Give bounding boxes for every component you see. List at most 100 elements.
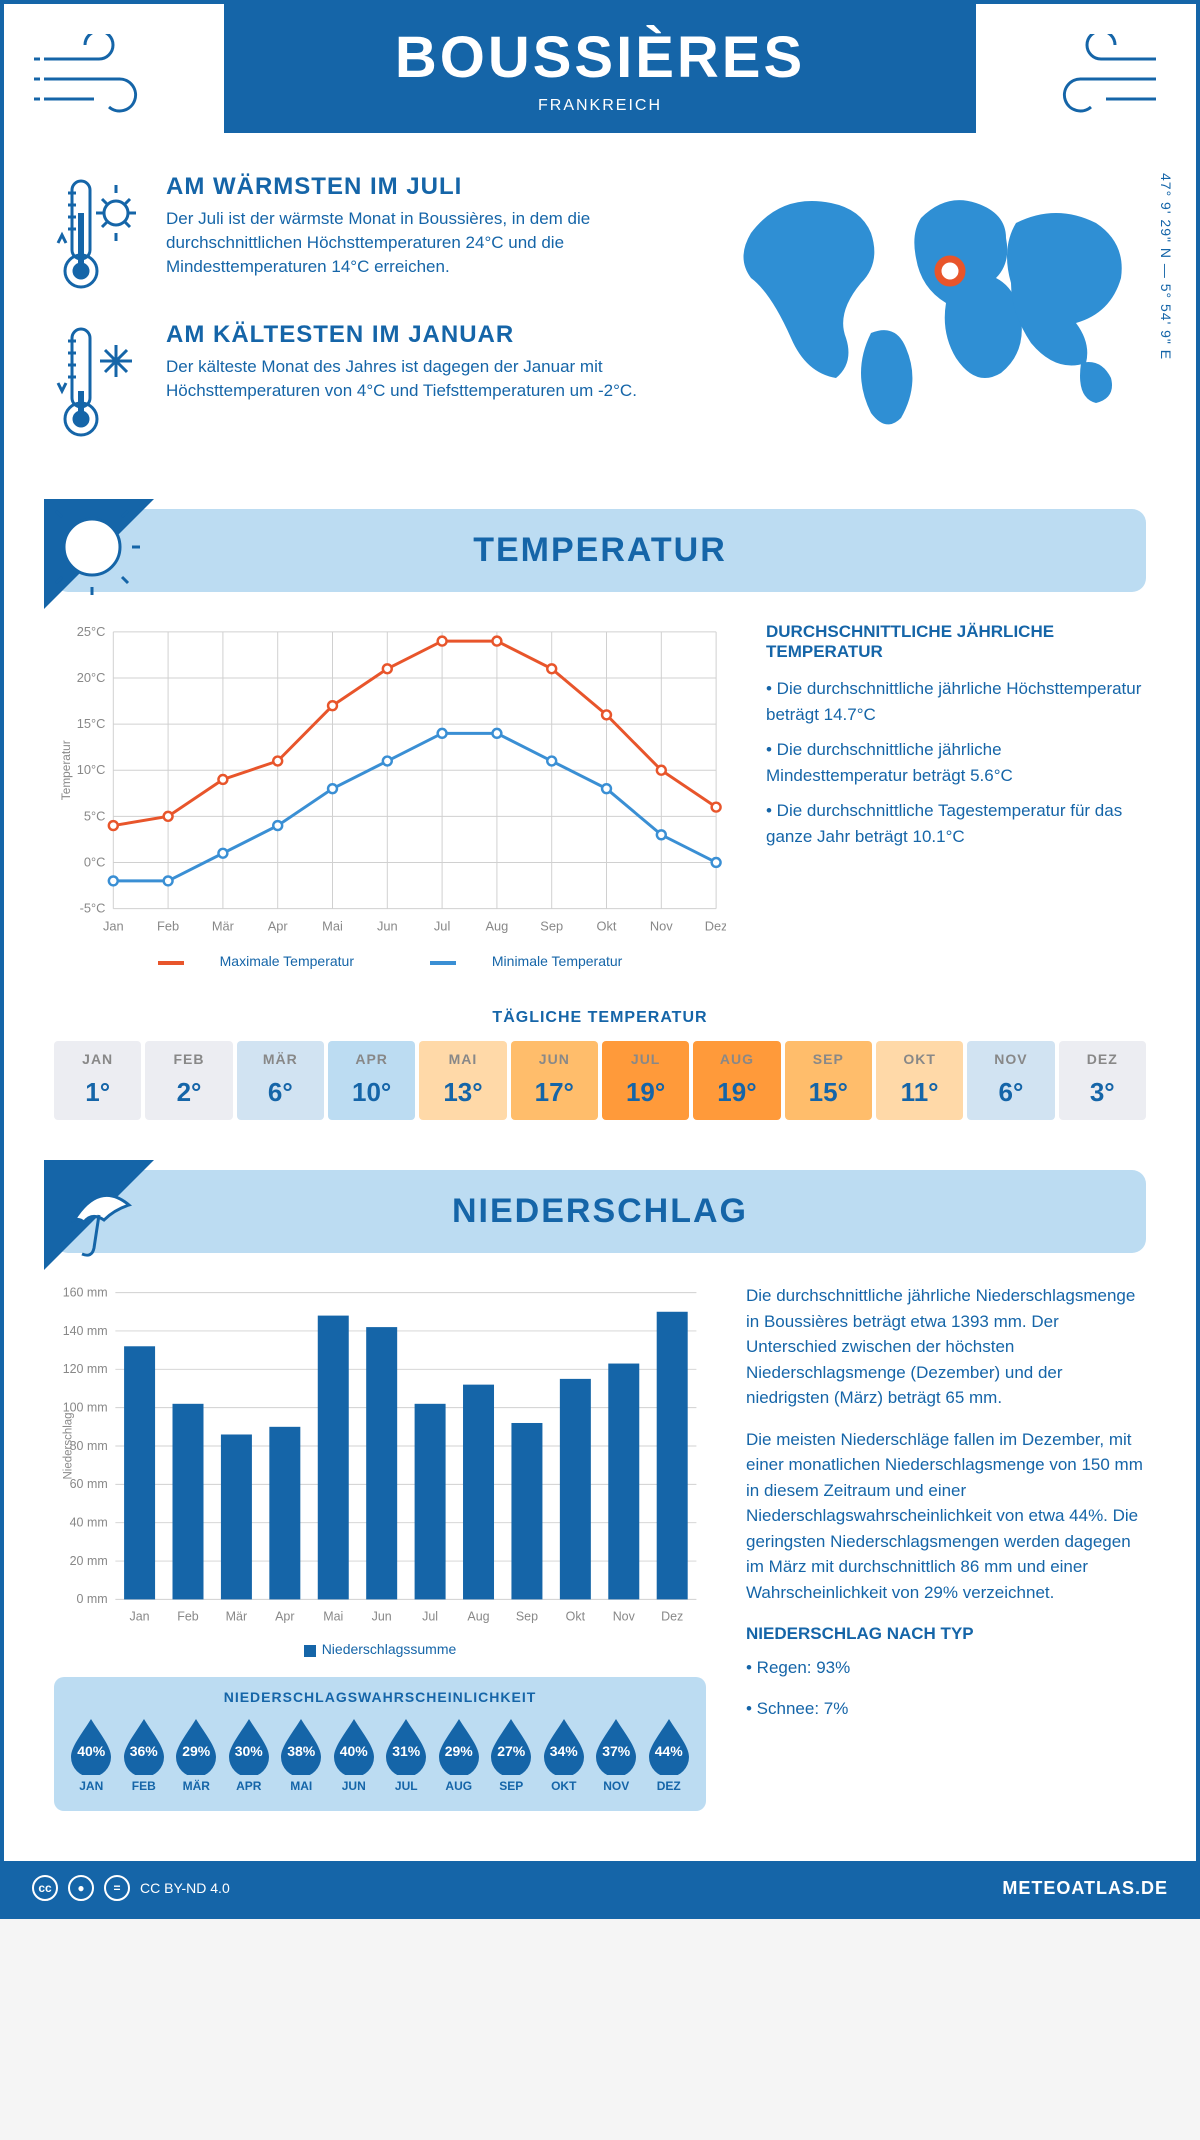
svg-text:Feb: Feb <box>157 918 179 933</box>
svg-text:Nov: Nov <box>613 1610 636 1624</box>
temp-bullet: • Die durchschnittliche jährliche Höchst… <box>766 676 1146 727</box>
svg-text:Feb: Feb <box>177 1610 199 1624</box>
svg-text:Mai: Mai <box>323 1610 343 1624</box>
daily-temp-title: TÄGLICHE TEMPERATUR <box>4 1009 1196 1027</box>
prob-value: 40% <box>332 1743 376 1759</box>
svg-text:Apr: Apr <box>275 1610 294 1624</box>
section-title: TEMPERATUR <box>54 531 1146 570</box>
daily-cell: SEP 15° <box>785 1041 872 1120</box>
prob-value: 34% <box>542 1743 586 1759</box>
prob-drop: 36% FEB <box>121 1717 168 1793</box>
svg-text:100 mm: 100 mm <box>63 1401 108 1415</box>
precip-para: Die durchschnittliche jährliche Niedersc… <box>746 1283 1146 1411</box>
prob-value: 40% <box>69 1743 113 1759</box>
precip-para: Die meisten Niederschläge fallen im Deze… <box>746 1427 1146 1606</box>
svg-text:10°C: 10°C <box>77 762 106 777</box>
svg-text:140 mm: 140 mm <box>63 1324 108 1338</box>
daily-cell: OKT 11° <box>876 1041 963 1120</box>
daily-cell: AUG 19° <box>693 1041 780 1120</box>
prob-month: AUG <box>436 1779 483 1793</box>
prob-drop: 30% APR <box>226 1717 273 1793</box>
fact-cold-text: Der kälteste Monat des Jahres ist dagege… <box>166 355 696 403</box>
precip-type: • Schnee: 7% <box>746 1696 1146 1722</box>
header-banner: BOUSSIÈRES FRANKREICH <box>224 4 976 133</box>
svg-text:Jul: Jul <box>422 1610 438 1624</box>
prob-month: SEP <box>488 1779 535 1793</box>
fact-cold: AM KÄLTESTEN IM JANUAR Der kälteste Mona… <box>54 321 696 441</box>
prob-month: JUL <box>383 1779 430 1793</box>
temp-bullet: • Die durchschnittliche jährliche Mindes… <box>766 737 1146 788</box>
svg-text:Nov: Nov <box>650 918 673 933</box>
svg-text:Jul: Jul <box>434 918 450 933</box>
svg-text:Aug: Aug <box>485 918 508 933</box>
prob-value: 44% <box>647 1743 691 1759</box>
daily-value: 2° <box>145 1077 232 1108</box>
cc-nd-icon: = <box>104 1875 130 1901</box>
temp-bullet: • Die durchschnittliche Tagestemperatur … <box>766 798 1146 849</box>
legend-min: Minimale Temperatur <box>492 953 622 969</box>
svg-text:160 mm: 160 mm <box>63 1286 108 1300</box>
prob-value: 31% <box>384 1743 428 1759</box>
prob-month: NOV <box>593 1779 640 1793</box>
svg-text:120 mm: 120 mm <box>63 1362 108 1376</box>
prob-drop: 29% AUG <box>436 1717 483 1793</box>
svg-text:Aug: Aug <box>467 1610 489 1624</box>
daily-cell: JUL 19° <box>602 1041 689 1120</box>
section-header-temperature: TEMPERATUR <box>54 509 1146 592</box>
daily-value: 1° <box>54 1077 141 1108</box>
sun-icon <box>44 499 154 609</box>
daily-value: 15° <box>785 1077 872 1108</box>
svg-text:Temperatur: Temperatur <box>59 740 73 800</box>
daily-month: NOV <box>967 1051 1054 1067</box>
footer: cc ● = CC BY-ND 4.0 METEOATLAS.DE <box>4 1861 1196 1915</box>
daily-cell: FEB 2° <box>145 1041 232 1120</box>
location-country: FRANKREICH <box>224 97 976 115</box>
umbrella-icon <box>44 1160 154 1270</box>
daily-month: JUN <box>511 1051 598 1067</box>
svg-text:Mär: Mär <box>212 918 235 933</box>
fact-warm-text: Der Juli ist der wärmste Monat in Boussi… <box>166 207 696 278</box>
svg-text:Dez: Dez <box>661 1610 683 1624</box>
prob-value: 37% <box>594 1743 638 1759</box>
svg-text:5°C: 5°C <box>84 808 106 823</box>
svg-text:Okt: Okt <box>597 918 617 933</box>
fact-warm: AM WÄRMSTEN IM JULI Der Juli ist der wär… <box>54 173 696 293</box>
prob-drop: 40% JAN <box>68 1717 115 1793</box>
temperature-line-chart: -5°C0°C5°C10°C15°C20°C25°CJanFebMärAprMa… <box>54 622 726 969</box>
svg-text:20 mm: 20 mm <box>70 1554 108 1568</box>
wind-icon <box>1036 34 1166 124</box>
daily-cell: MAI 13° <box>419 1041 506 1120</box>
daily-cell: NOV 6° <box>967 1041 1054 1120</box>
daily-month: AUG <box>693 1051 780 1067</box>
infographic-page: BOUSSIÈRES FRANKREICH <box>0 0 1200 1919</box>
daily-month: DEZ <box>1059 1051 1146 1067</box>
prob-drop: 44% DEZ <box>646 1717 693 1793</box>
daily-month: JUL <box>602 1051 689 1067</box>
svg-text:60 mm: 60 mm <box>70 1477 108 1491</box>
svg-text:Dez: Dez <box>705 918 726 933</box>
daily-cell: MÄR 6° <box>237 1041 324 1120</box>
svg-text:80 mm: 80 mm <box>70 1439 108 1453</box>
prob-drop: 27% SEP <box>488 1717 535 1793</box>
prob-month: OKT <box>541 1779 588 1793</box>
prob-month: FEB <box>121 1779 168 1793</box>
precipitation-bar-chart: 0 mm20 mm40 mm60 mm80 mm100 mm120 mm140 … <box>54 1283 706 1628</box>
precipitation-probability-box: NIEDERSCHLAGSWAHRSCHEINLICHKEIT 40% JAN … <box>54 1677 706 1811</box>
section-title: NIEDERSCHLAG <box>54 1192 1146 1231</box>
daily-month: OKT <box>876 1051 963 1067</box>
daily-value: 3° <box>1059 1077 1146 1108</box>
prob-value: 36% <box>122 1743 166 1759</box>
daily-month: JAN <box>54 1051 141 1067</box>
daily-value: 19° <box>693 1077 780 1108</box>
wind-icon <box>34 34 164 124</box>
svg-text:Sep: Sep <box>540 918 563 933</box>
daily-value: 17° <box>511 1077 598 1108</box>
prob-drop: 31% JUL <box>383 1717 430 1793</box>
precip-type-heading: NIEDERSCHLAG NACH TYP <box>746 1621 1146 1647</box>
prob-drop: 40% JUN <box>331 1717 378 1793</box>
daily-cell: APR 10° <box>328 1041 415 1120</box>
prob-month: MAI <box>278 1779 325 1793</box>
precipitation-summary: Die durchschnittliche jährliche Niedersc… <box>746 1283 1146 1811</box>
prob-month: DEZ <box>646 1779 693 1793</box>
section-header-precipitation: NIEDERSCHLAG <box>54 1170 1146 1253</box>
